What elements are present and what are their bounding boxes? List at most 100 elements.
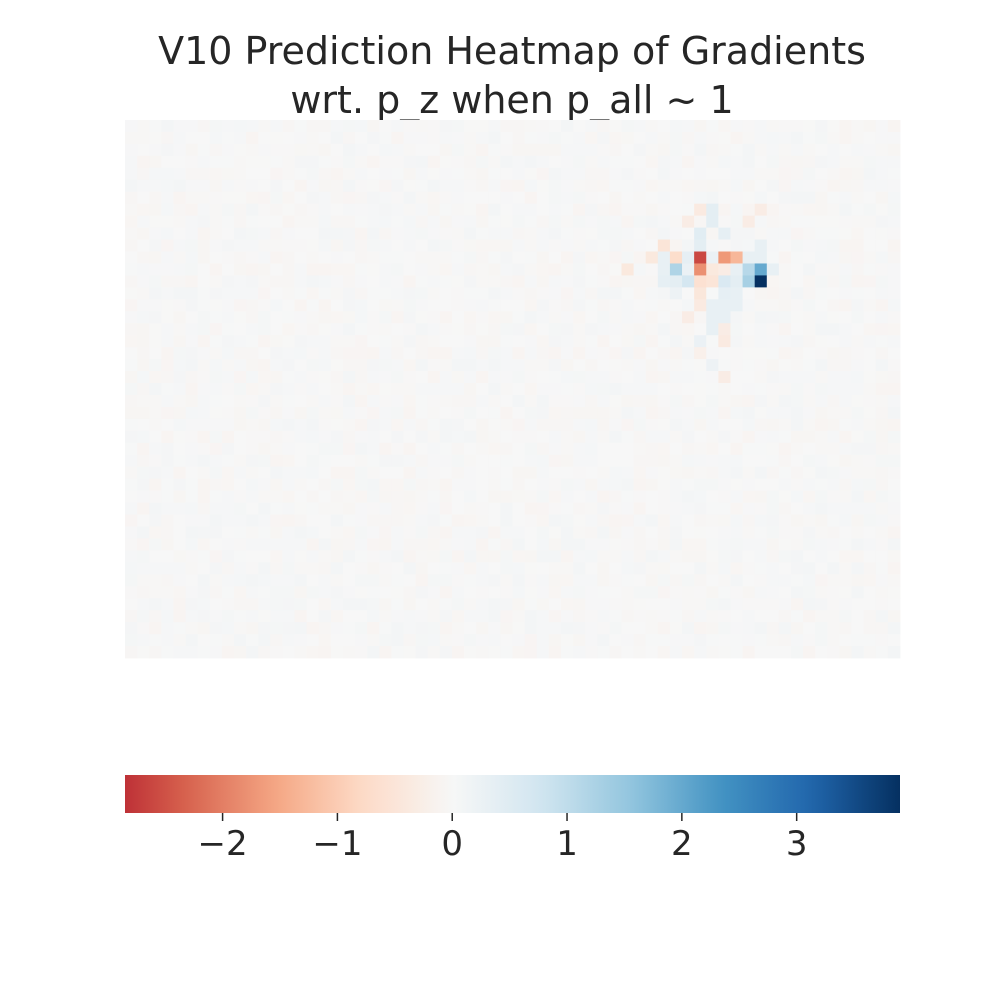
heatmap-cell — [270, 335, 283, 348]
heatmap-cell — [621, 430, 634, 444]
heatmap-cell — [645, 383, 659, 396]
heatmap-cell — [415, 275, 429, 288]
heatmap-cell — [137, 323, 150, 336]
heatmap-cell — [464, 215, 477, 228]
heatmap-cell — [161, 371, 174, 384]
heatmap-cell — [476, 514, 489, 527]
heatmap-cell — [573, 155, 586, 169]
heatmap-cell — [863, 371, 877, 384]
heatmap-cell — [766, 191, 780, 205]
heatmap-cell — [488, 646, 501, 659]
heatmap-cell — [464, 538, 477, 551]
heatmap-cell — [778, 502, 792, 515]
heatmap-cell — [342, 143, 356, 157]
heatmap-cell — [149, 550, 162, 563]
heatmap-cell — [706, 430, 719, 444]
heatmap-cell — [573, 179, 586, 193]
heatmap-cell — [342, 323, 356, 336]
heatmap-cell — [682, 490, 695, 503]
heatmap-cell — [500, 215, 513, 228]
heatmap-cell — [173, 562, 186, 575]
heatmap-cell — [573, 191, 586, 205]
heatmap-cell — [149, 299, 162, 312]
heatmap-cell — [173, 215, 186, 228]
heatmap-cell — [125, 538, 138, 551]
heatmap-cell — [125, 418, 138, 432]
heatmap-cell — [827, 478, 840, 492]
heatmap-cell — [560, 227, 574, 240]
heatmap-cell — [355, 287, 368, 300]
heatmap-cell — [887, 430, 901, 444]
heatmap-cell — [803, 454, 816, 468]
heatmap-cell — [791, 526, 804, 539]
heatmap-cell — [137, 299, 150, 312]
heatmap-cell — [330, 550, 344, 563]
heatmap-cell — [536, 538, 550, 551]
heatmap-cell — [718, 586, 731, 599]
heatmap-cell — [427, 550, 441, 563]
heatmap-cell — [791, 299, 804, 312]
heatmap-cell — [137, 394, 150, 408]
heatmap-cell — [355, 442, 368, 456]
heatmap-cell — [306, 442, 320, 456]
heatmap-cell — [282, 490, 295, 503]
heatmap-cell — [294, 478, 308, 492]
heatmap-cell — [863, 598, 877, 611]
heatmap-cell — [718, 167, 731, 181]
heatmap-cell — [221, 562, 235, 575]
heatmap-cell — [536, 646, 550, 659]
heatmap-cell — [451, 131, 465, 145]
heatmap-cell — [863, 287, 877, 300]
heatmap-cell — [669, 418, 683, 432]
heatmap-cell — [476, 371, 489, 384]
heatmap-cell — [597, 478, 610, 492]
heatmap-cell — [221, 430, 235, 444]
heatmap-cell — [839, 335, 852, 348]
heatmap-cell — [815, 263, 828, 276]
heatmap-cell — [645, 263, 659, 276]
heatmap-cell — [330, 287, 344, 300]
heatmap-cell — [560, 311, 574, 324]
heatmap-cell — [415, 239, 429, 252]
heatmap-cell — [306, 203, 320, 217]
heatmap-cell — [694, 347, 707, 360]
heatmap-cell — [706, 418, 719, 432]
heatmap-cell — [427, 323, 441, 336]
heatmap-cell — [791, 610, 804, 623]
heatmap-cell — [694, 442, 707, 456]
heatmap-cell — [233, 418, 247, 432]
heatmap-cell — [294, 359, 308, 372]
heatmap-cell — [367, 610, 380, 623]
heatmap-cell — [476, 239, 489, 252]
heatmap-cell — [585, 478, 598, 492]
heatmap-cell — [863, 430, 877, 444]
heatmap-cell — [379, 466, 392, 480]
heatmap-cell — [318, 227, 332, 240]
heatmap-cell — [427, 418, 441, 432]
heatmap-cell — [766, 383, 780, 396]
heatmap-cell — [706, 371, 719, 384]
heatmap-cell — [548, 383, 562, 396]
heatmap-cell — [427, 263, 441, 276]
heatmap-cell — [367, 442, 380, 456]
heatmap-cell — [766, 359, 780, 372]
heatmap-cell — [246, 275, 259, 288]
heatmap-cell — [403, 227, 417, 240]
heatmap-cell — [185, 323, 199, 336]
heatmap-cell — [367, 430, 380, 444]
heatmap-cell — [137, 251, 150, 264]
heatmap-cell — [839, 454, 852, 468]
heatmap-cell — [379, 383, 392, 396]
heatmap-cell — [221, 251, 235, 264]
heatmap-cell — [391, 359, 404, 372]
heatmap-cell — [379, 155, 392, 169]
heatmap-cell — [839, 131, 852, 145]
heatmap-cell — [621, 323, 634, 336]
heatmap-cell — [355, 430, 368, 444]
heatmap-cell — [863, 120, 877, 133]
heatmap-cell — [742, 574, 756, 587]
heatmap-cell — [791, 442, 804, 456]
heatmap-cell — [863, 622, 877, 635]
heatmap-cell — [766, 263, 780, 276]
heatmap-cell — [730, 598, 743, 611]
